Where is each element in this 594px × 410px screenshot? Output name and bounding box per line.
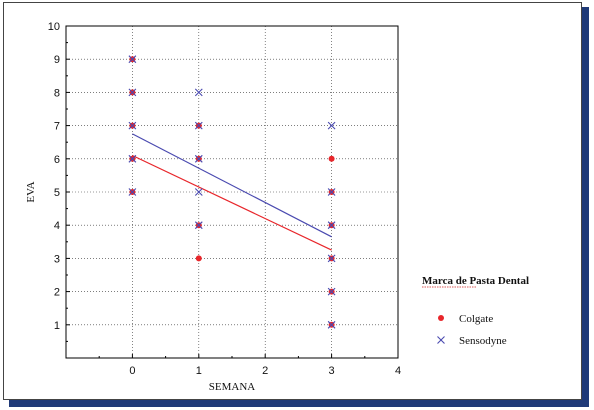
ticks: 0 1 2 3 4 1 2 3 4 5 6 7 8 9 10: [48, 21, 401, 377]
sensodyne-point: [327, 221, 336, 230]
x-axis-title: SEMANA: [209, 381, 256, 393]
grid: [66, 26, 398, 358]
x-marker-stroke: [128, 154, 137, 163]
y-tick-label: 10: [48, 21, 60, 33]
y-tick-label: 5: [54, 187, 60, 199]
colgate-legend-marker: [438, 315, 444, 321]
x-marker-stroke: [128, 88, 137, 97]
colgate-fit-line: [132, 154, 332, 251]
colgate-legend-label: Colgate: [459, 313, 493, 325]
x-marker-stroke: [194, 154, 203, 163]
sensodyne-point: [194, 88, 203, 97]
x-tick-label: 1: [196, 365, 202, 377]
x-marker-stroke: [327, 287, 336, 296]
y-axis-title: EVA: [25, 181, 37, 202]
x-marker-stroke: [327, 221, 336, 230]
x-marker-stroke: [327, 254, 336, 263]
sensodyne-point: [128, 121, 137, 130]
sensodyne-point: [327, 121, 336, 130]
x-marker-stroke: [327, 320, 336, 329]
x-marker-stroke: [194, 188, 203, 196]
colgate-point: [328, 155, 335, 162]
fit-lines: [132, 133, 332, 251]
sensodyne-point: [128, 88, 137, 97]
sensodyne-point: [327, 320, 336, 329]
legend: Marca de Pasta Dental Colgate Sensodyne: [422, 275, 529, 347]
sensodyne-point: [327, 254, 336, 263]
y-tick-label: 8: [54, 87, 60, 99]
x-tick-label: 0: [129, 365, 135, 377]
sensodyne-legend-label: Sensodyne: [459, 335, 507, 347]
sensodyne-point: [128, 188, 137, 196]
y-tick-label: 2: [54, 287, 60, 299]
colgate-point: [195, 255, 202, 262]
x-marker-stroke: [128, 188, 137, 196]
sensodyne-point: [194, 221, 203, 230]
y-tick-label: 1: [54, 320, 60, 332]
x-tick-label: 2: [262, 365, 268, 377]
sensodyne-point: [194, 154, 203, 163]
sensodyne-point: [128, 154, 137, 163]
data-points: [128, 55, 336, 329]
x-marker-stroke: [437, 336, 445, 344]
x-tick-label: 3: [329, 365, 335, 377]
sensodyne-point: [194, 121, 203, 130]
legend-title: Marca de Pasta Dental: [422, 275, 529, 287]
legend-items: Colgate Sensodyne: [437, 313, 507, 347]
chart-frame: [3, 2, 582, 400]
x-marker-stroke: [194, 88, 203, 97]
sensodyne-point: [194, 188, 203, 196]
x-marker-stroke: [327, 188, 336, 196]
x-marker-stroke: [194, 221, 203, 230]
x-marker-stroke: [194, 121, 203, 130]
y-tick-label: 4: [54, 220, 60, 232]
y-tick-label: 6: [54, 154, 60, 166]
x-marker-stroke: [128, 55, 137, 64]
sensodyne-legend-marker: [437, 336, 445, 344]
x-tick-label: 4: [395, 365, 401, 377]
x-marker-stroke: [128, 121, 137, 130]
y-tick-label: 3: [54, 253, 60, 265]
sensodyne-point: [327, 188, 336, 196]
y-tick-label: 7: [54, 121, 60, 133]
sensodyne-fit-line: [132, 133, 332, 238]
x-marker-stroke: [327, 121, 336, 130]
sensodyne-point: [128, 55, 137, 64]
sensodyne-point: [327, 287, 336, 296]
y-tick-label: 9: [54, 54, 60, 66]
